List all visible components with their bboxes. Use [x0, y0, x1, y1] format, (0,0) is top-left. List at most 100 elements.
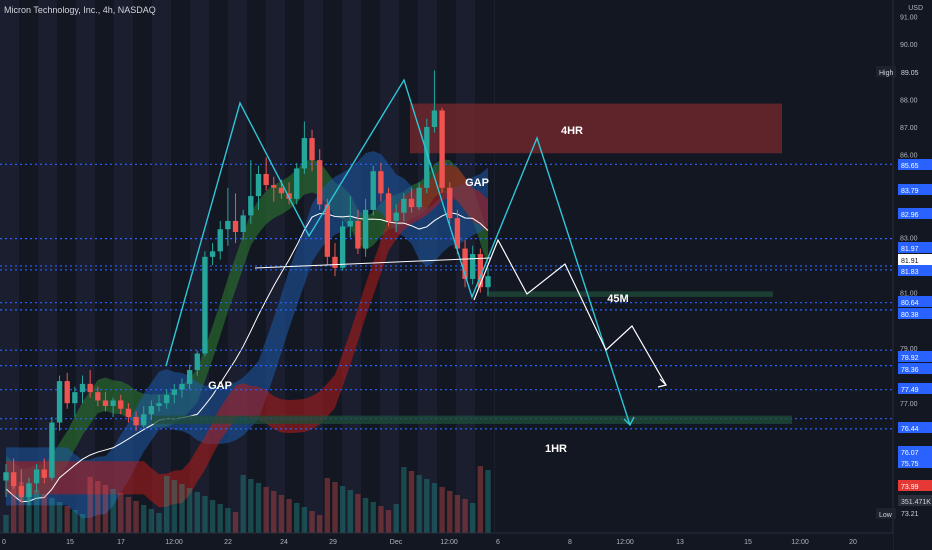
volume-bar: [401, 467, 407, 533]
volume-bar: [232, 512, 239, 533]
volume-bar: [439, 487, 445, 533]
volume-bar: [470, 503, 476, 533]
volume-bar: [393, 504, 399, 533]
session-band: [0, 0, 19, 533]
x-tick-label: 12:00: [165, 539, 183, 546]
volume-bar: [324, 478, 331, 533]
zone-4hr: [410, 103, 782, 154]
projection-path-white: [473, 238, 667, 386]
volume-bar: [271, 491, 277, 533]
volume-bar: [194, 492, 200, 533]
candle-body: [148, 405, 155, 415]
volume-bar: [202, 496, 208, 533]
candle-body: [10, 472, 17, 487]
price-label-value: 80.38: [901, 312, 919, 319]
low-tag-text: Low: [879, 512, 893, 519]
candle-body: [447, 187, 453, 219]
candle-body: [286, 193, 292, 199]
volume-bar: [424, 479, 430, 533]
volume-bar: [278, 495, 285, 533]
volume-bar: [378, 506, 384, 533]
candle-body: [95, 392, 101, 401]
volume-bar: [179, 484, 185, 533]
volume-bar: [447, 491, 453, 533]
price-label-box: [898, 383, 932, 394]
projection-path-cyan: [165, 78, 631, 426]
candle-body: [171, 389, 177, 395]
volume-bar: [64, 506, 70, 533]
price-label-value: 81.97: [901, 246, 919, 253]
volume-bar: [416, 475, 422, 533]
candle-body: [225, 220, 231, 230]
volume-bar: [95, 481, 101, 533]
price-label-box: [898, 495, 932, 506]
candle-body: [385, 193, 392, 221]
volume-bar: [332, 482, 338, 533]
volume-bar: [286, 499, 292, 533]
price-label-value: 89.05: [901, 70, 919, 77]
candle-body: [248, 196, 254, 216]
volume-bar: [294, 503, 300, 533]
candle-body: [26, 483, 32, 498]
projection-arrowhead: [623, 416, 635, 427]
zone-label-4hr: 4HR: [561, 125, 583, 137]
price-label-value: 80.64: [901, 300, 919, 307]
candle-body: [33, 469, 40, 484]
price-label-box: [898, 66, 932, 77]
candle-body: [163, 394, 170, 404]
candle-body: [186, 370, 193, 384]
price-label-tag: [876, 66, 896, 77]
price-label-value: 76.44: [901, 426, 919, 433]
candle-body: [87, 383, 93, 393]
volume-bar: [347, 490, 353, 533]
volume-bar: [431, 483, 438, 533]
volume-bar: [485, 470, 491, 533]
x-tick-label: 8: [568, 539, 572, 546]
y-tick-label: 90.00: [900, 42, 918, 49]
price-label-tag-text: High: [879, 70, 894, 77]
y-tick-label: 83.00: [900, 236, 918, 243]
candle-body: [110, 400, 116, 406]
volume-bar: [186, 488, 193, 533]
price-label-box: [898, 254, 932, 265]
x-tick-label: 22: [224, 539, 232, 546]
y-tick-label: 91.00: [900, 15, 918, 22]
price-label-value: 85.65: [901, 163, 919, 170]
candle-body: [309, 138, 315, 161]
candle-body: [41, 469, 47, 478]
x-tick-label: Dec: [390, 539, 403, 546]
zone-1hr: [152, 415, 792, 424]
gap-label: GAP: [465, 177, 489, 189]
candle-body: [240, 215, 246, 232]
y-tick-label: 81.00: [900, 291, 918, 298]
price-label-value: 78.36: [901, 367, 919, 374]
volume-bar: [408, 471, 415, 533]
volume-bar: [370, 502, 376, 533]
currency-label: USD: [908, 5, 923, 12]
price-label-box: [898, 184, 932, 195]
candle-body: [3, 472, 9, 481]
volume-bar: [110, 489, 116, 533]
price-label-value: 82.96: [901, 212, 919, 219]
price-label-value: 81.91: [901, 258, 919, 265]
price-label-box: [898, 422, 932, 433]
candle-body: [485, 276, 491, 288]
session-band: [380, 0, 399, 533]
volume-bar: [72, 510, 78, 533]
chart-title: Micron Technology, Inc., 4h, NASDAQ: [4, 5, 156, 15]
price-label-value: 76.07: [901, 450, 919, 457]
candle-body: [217, 229, 223, 252]
candle-body: [232, 220, 239, 232]
candle-body: [125, 408, 132, 418]
price-label-value: 73.21: [901, 511, 919, 518]
x-tick-label: 15: [744, 539, 752, 546]
volume-bar: [385, 510, 392, 533]
zone-label-45m: 45M: [607, 293, 628, 305]
volume-bar: [339, 486, 346, 533]
ma-ribbon-blue: [6, 151, 488, 519]
price-label-box: [898, 242, 932, 253]
x-tick-label: 29: [329, 539, 337, 546]
price-label-box: [898, 208, 932, 219]
volume-bar: [33, 490, 40, 533]
